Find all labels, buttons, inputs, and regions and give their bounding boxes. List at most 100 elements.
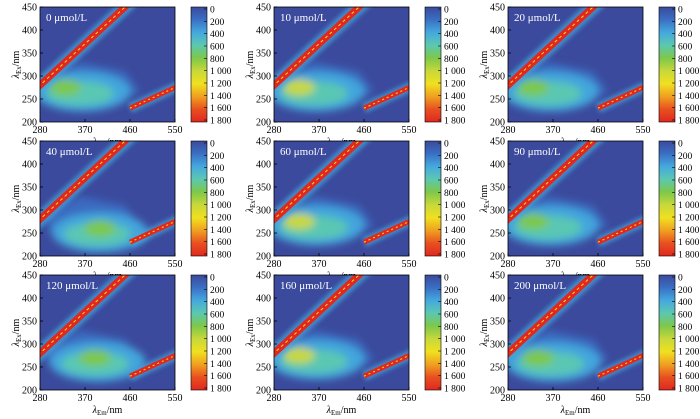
x-tick-label: 370 — [546, 259, 561, 270]
colorbar-tick-label: 1 800 — [444, 385, 466, 395]
colorbar-tick-label: 800 — [678, 55, 693, 65]
colorbar-tick-label: 200 — [678, 152, 693, 162]
y-tick-label: 250 — [490, 95, 505, 106]
y-tick-label: 300 — [256, 206, 271, 217]
y-axis-label: λEx/nm — [245, 50, 257, 79]
colorbar-tick-label: 0 — [678, 6, 683, 16]
colorbar-tick-label: 1 000 — [444, 335, 466, 345]
colorbar-tick-label: 1 600 — [678, 238, 700, 248]
colorbar-tick-label: 200 — [444, 18, 459, 28]
colorbar-tick-label: 1 000 — [210, 335, 232, 345]
colorbar-tick-label: 800 — [210, 55, 225, 65]
x-tick-label: 550 — [636, 393, 651, 404]
colorbar-tick-label: 200 — [678, 286, 693, 296]
y-tick-label: 400 — [22, 160, 37, 171]
colorbar-tick-label: 1 600 — [678, 372, 700, 382]
fluorescence-region — [508, 330, 608, 382]
colorbar-tick-label: 1 800 — [444, 117, 466, 127]
colorbar-tick-label: 200 — [210, 152, 225, 162]
colorbar-tick-label: 1 400 — [678, 226, 700, 236]
second-order-scatter — [595, 349, 643, 381]
y-tick-label: 200 — [490, 118, 505, 129]
colorbar-tick-label: 1 400 — [678, 360, 700, 370]
second-order-scatter — [127, 349, 175, 381]
y-tick-label: 200 — [490, 386, 505, 397]
y-tick-label: 300 — [490, 72, 505, 83]
y-tick-label: 350 — [256, 317, 271, 328]
y-tick-label: 200 — [490, 252, 505, 263]
concentration-label: 60 μmol/L — [280, 146, 327, 158]
plot-frame — [507, 274, 644, 391]
first-order-scatter — [40, 141, 136, 229]
y-axis-label: λEx/nm — [11, 50, 23, 79]
x-tick-label: 550 — [168, 393, 183, 404]
peak-mark — [84, 220, 116, 237]
colorbar: 0 200 400 600 800 1 000 1 200 1 400 1 600 1 800 — [190, 6, 232, 127]
first-order-scatter — [508, 275, 604, 363]
x-tick-label: 280 — [501, 259, 516, 270]
peak-mark — [49, 79, 81, 96]
x-tick-label: 460 — [123, 125, 138, 136]
colorbar-tick-label: 1 000 — [210, 67, 232, 77]
y-tick-label: 400 — [256, 160, 271, 171]
x-tick-label: 460 — [123, 393, 138, 404]
x-tick-label: 460 — [357, 125, 372, 136]
eem-plot-area — [508, 7, 643, 122]
y-tick-label: 400 — [490, 26, 505, 37]
colorbar-tick-label: 600 — [678, 177, 693, 187]
x-tick-label: 460 — [357, 393, 372, 404]
y-tick-label: 200 — [22, 252, 37, 263]
x-tick-label: 550 — [636, 259, 651, 270]
plot-frame — [39, 6, 176, 123]
colorbar: 0 200 400 600 800 1 000 1 200 1 400 1 600 1 800 — [658, 274, 700, 395]
first-order-scatter — [274, 7, 370, 95]
plot-frame — [39, 274, 176, 391]
y-tick-label: 200 — [256, 252, 271, 263]
x-axis-label: λEm/nm — [92, 405, 123, 417]
y-tick-label: 400 — [22, 26, 37, 37]
colorbar-tick-label: 1 000 — [210, 201, 232, 211]
x-tick-label: 280 — [267, 125, 282, 136]
y-tick-label: 250 — [256, 363, 271, 374]
colorbar-gradient — [190, 274, 208, 391]
colorbar-tick-label: 200 — [678, 18, 693, 28]
fluorescence-region — [508, 196, 608, 246]
x-tick-label: 460 — [357, 259, 372, 270]
y-tick-label: 200 — [22, 386, 37, 397]
colorbar-tick-label: 200 — [210, 286, 225, 296]
x-tick-label: 460 — [591, 125, 606, 136]
first-order-scatter — [274, 275, 370, 363]
y-tick-label: 300 — [490, 340, 505, 351]
y-tick-label: 350 — [490, 317, 505, 328]
y-tick-label: 350 — [256, 49, 271, 60]
y-tick-label: 200 — [256, 118, 271, 129]
second-order-scatter — [595, 81, 643, 113]
colorbar-tick-label: 0 — [444, 274, 449, 284]
fluorescence-region — [274, 330, 374, 380]
eem-plot-area — [40, 141, 175, 256]
concentration-label: 20 μmol/L — [514, 12, 561, 24]
y-tick-label: 200 — [22, 118, 37, 129]
x-tick-label: 280 — [501, 393, 516, 404]
colorbar-tick-label: 800 — [678, 323, 693, 333]
colorbar-tick-label: 1 200 — [210, 80, 232, 90]
colorbar: 0 200 400 600 800 1 000 1 200 1 400 1 600 1 800 — [190, 140, 232, 261]
colorbar-tick-label: 400 — [210, 298, 225, 308]
colorbar-tick-label: 0 — [210, 6, 215, 16]
eem-panel: 120 μmol/L 200 250 300 350 400 450 280 370 460 550… — [11, 271, 232, 418]
y-tick-label: 450 — [490, 137, 505, 148]
colorbar-tick-label: 1 400 — [444, 226, 466, 236]
colorbar-tick-label: 1 600 — [210, 104, 232, 114]
fluorescence-region — [44, 330, 146, 382]
colorbar-tick-label: 1 200 — [678, 348, 700, 358]
concentration-label: 0 μmol/L — [46, 12, 87, 24]
y-tick-label: 350 — [490, 183, 505, 194]
colorbar-tick-label: 400 — [210, 30, 225, 40]
x-tick-label: 460 — [591, 259, 606, 270]
colorbar: 0 200 400 600 800 1 000 1 200 1 400 1 600 1 800 — [190, 274, 232, 395]
colorbar-gradient — [424, 6, 442, 123]
y-axis-label: λEx/nm — [479, 50, 491, 79]
